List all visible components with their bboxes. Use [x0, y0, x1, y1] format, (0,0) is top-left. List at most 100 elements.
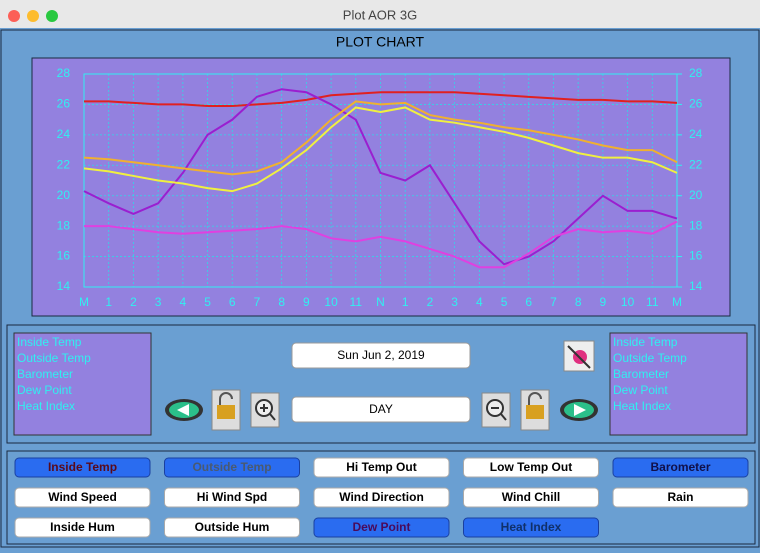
y-tick-label: 26: [57, 97, 71, 111]
y-tick-label: 16: [57, 249, 71, 263]
toggle-button[interactable]: [313, 517, 450, 538]
toggle-button[interactable]: [14, 457, 151, 478]
y-tick-label: 18: [57, 218, 71, 232]
button-label: Outside Temp: [192, 460, 271, 474]
minimize-button[interactable]: [27, 10, 39, 22]
toggle-button[interactable]: [612, 487, 749, 508]
x-tick-label: 1: [105, 295, 112, 309]
button-label: Low Temp Out: [490, 460, 572, 474]
toggle-button[interactable]: [164, 487, 300, 508]
toggle-button[interactable]: [14, 517, 151, 538]
x-tick-label: N: [376, 295, 385, 309]
x-tick-label: 1: [402, 295, 409, 309]
y2-tick-label: 22: [689, 157, 703, 171]
legend-entry: Inside Temp: [613, 335, 678, 349]
legend-entry: Inside Temp: [17, 335, 82, 349]
title-bar: [0, 0, 760, 28]
button-label: Inside Temp: [48, 460, 117, 474]
chart-title: PLOT CHART: [336, 34, 425, 50]
toggle-button[interactable]: [463, 517, 599, 538]
legend-right: [609, 332, 748, 436]
x-tick-label: 6: [525, 295, 532, 309]
toggle-button[interactable]: [313, 487, 450, 508]
plot-panel: [31, 57, 731, 317]
toggle-button[interactable]: [14, 487, 151, 508]
y-tick-label: 20: [57, 188, 71, 202]
x-tick-label: 6: [229, 295, 236, 309]
x-tick-label: 3: [451, 295, 458, 309]
x-tick-label: 3: [155, 295, 162, 309]
series-line: [83, 106, 678, 193]
lock-left[interactable]: [211, 389, 241, 431]
x-tick-label: M: [672, 295, 682, 309]
legend-entry: Outside Temp: [613, 351, 687, 365]
toggle-button[interactable]: [463, 457, 599, 478]
legend-entry: Heat Index: [613, 399, 671, 413]
x-tick-label: 4: [179, 295, 186, 309]
x-tick-label: 11: [350, 295, 363, 309]
button-label: Barometer: [650, 460, 710, 474]
button-label: Outside Hum: [195, 520, 270, 534]
toggle-button[interactable]: [612, 457, 749, 478]
x-tick-label: 7: [254, 295, 261, 309]
toggle-button[interactable]: [164, 517, 300, 538]
y2-tick-label: 18: [689, 218, 703, 232]
prev-button[interactable]: [165, 399, 203, 421]
toggle-button[interactable]: [313, 457, 450, 478]
zoom-button[interactable]: [46, 10, 58, 22]
window-title: Plot AOR 3G: [343, 7, 417, 22]
button-label: Heat Index: [501, 520, 562, 534]
legend-entry: Heat Index: [17, 399, 75, 413]
x-tick-label: 9: [303, 295, 310, 309]
y-tick-label: 22: [57, 157, 71, 171]
x-tick-label: 4: [476, 295, 483, 309]
x-tick-label: 8: [575, 295, 582, 309]
series-line: [83, 100, 678, 176]
legend-entry: Outside Temp: [17, 351, 91, 365]
series-line: [83, 88, 678, 266]
y2-tick-label: 24: [689, 127, 703, 141]
series-line: [84, 220, 678, 269]
control-panel: [6, 324, 756, 444]
x-tick-label: 10: [621, 295, 635, 309]
toggle-button[interactable]: [463, 487, 599, 508]
period-text: DAY: [369, 402, 393, 416]
toggle-button[interactable]: [164, 457, 300, 478]
y-tick-label: 24: [57, 127, 71, 141]
zoom-out[interactable]: [481, 392, 511, 428]
close-button[interactable]: [8, 10, 20, 22]
y-tick-label: 14: [57, 279, 71, 293]
button-label: Wind Direction: [339, 490, 424, 504]
frame: [0, 29, 760, 548]
legend-entry: Dew Point: [17, 383, 72, 397]
button-panel: [6, 450, 756, 545]
y-tick-label: 28: [57, 66, 71, 80]
x-tick-label: 10: [324, 295, 338, 309]
button-label: Rain: [667, 490, 693, 504]
lock-right[interactable]: [520, 389, 550, 431]
zoom-in[interactable]: [250, 392, 280, 428]
button-label: Hi Wind Spd: [197, 490, 268, 504]
button-label: Inside Hum: [50, 520, 115, 534]
button-label: Wind Chill: [502, 490, 561, 504]
y2-tick-label: 16: [689, 249, 703, 263]
next-button[interactable]: [560, 399, 598, 421]
x-tick-label: 5: [204, 295, 211, 309]
series-line: [84, 91, 678, 107]
date-field[interactable]: [291, 342, 471, 369]
x-tick-label: 7: [550, 295, 557, 309]
print-icon[interactable]: [563, 340, 595, 372]
button-label: Dew Point: [352, 520, 410, 534]
x-tick-label: 5: [501, 295, 508, 309]
x-tick-label: 2: [130, 295, 137, 309]
period-field[interactable]: [291, 396, 471, 423]
x-tick-label: 8: [278, 295, 285, 309]
date-text: Sun Jun 2, 2019: [337, 348, 425, 362]
legend-entry: Barometer: [613, 367, 669, 381]
plot-border: [83, 73, 678, 288]
legend-left: [13, 332, 152, 436]
x-tick-label: 11: [646, 295, 659, 309]
y2-tick-label: 26: [689, 97, 703, 111]
button-label: Hi Temp Out: [346, 460, 416, 474]
